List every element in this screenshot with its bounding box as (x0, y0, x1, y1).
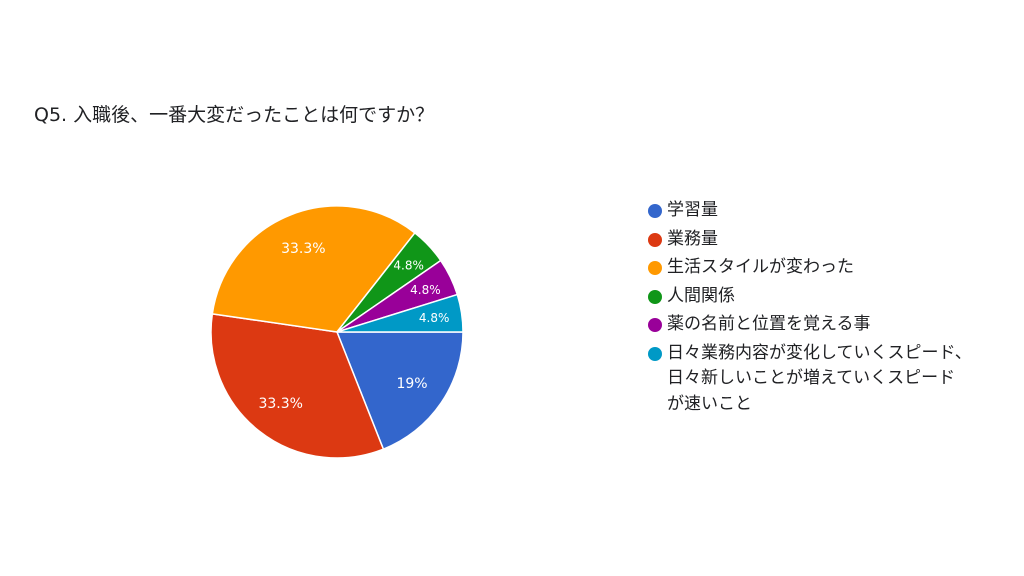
slice-label-4: 4.8% (393, 259, 424, 273)
pie-slice-1 (335, 331, 464, 451)
slice-label-5: 4.8% (410, 283, 441, 297)
legend-item-1: 学習量 (648, 198, 1018, 224)
legend-label: 業務量 (667, 228, 718, 249)
legend-item-2: 業務量 (648, 227, 1018, 253)
legend-swatch (648, 232, 662, 247)
legend-swatch (648, 261, 662, 275)
pie-slice-6 (336, 293, 464, 333)
legend-label: 薬の名前と位置を覚える事 (667, 314, 871, 334)
legend-label: 日々業務内容が変化していくスピード、 日々新しいことが増えていくスピード が速い… (667, 342, 972, 414)
legend-swatch (648, 318, 662, 332)
pie-slice-2 (210, 313, 385, 459)
slice-label-3: 33.3% (281, 241, 325, 257)
slice-label-2: 33.3% (258, 396, 302, 412)
legend-item-3: 生活スタイルが変わった (648, 255, 1018, 281)
legend-item-5: 薬の名前と位置を覚える事 (648, 312, 1018, 338)
slice-label-1: 19% (396, 376, 427, 392)
legend-swatch (648, 346, 662, 361)
legend-swatch (648, 289, 662, 304)
legend: 学習量業務量生活スタイルが変わった 人間関係薬の名前と位置を覚える事日々業務内容が… (648, 198, 1018, 420)
legend-item-6: 日々業務内容が変化していくスピード、 日々新しいことが増えていくスピード が速い… (648, 341, 1018, 418)
chart-title: Q5. 入職後、一番大変だったことは何ですか？ (34, 104, 435, 126)
legend-label: 人間関係 (667, 285, 735, 306)
legend-item-4: 人間関係 (648, 284, 1018, 310)
legend-label: 学習量 (667, 200, 718, 220)
pie-slice-3 (211, 205, 416, 333)
slice-label-6: 4.8% (419, 311, 450, 325)
legend-swatch (648, 204, 662, 218)
legend-label: 生活スタイルが変わった (667, 257, 854, 277)
